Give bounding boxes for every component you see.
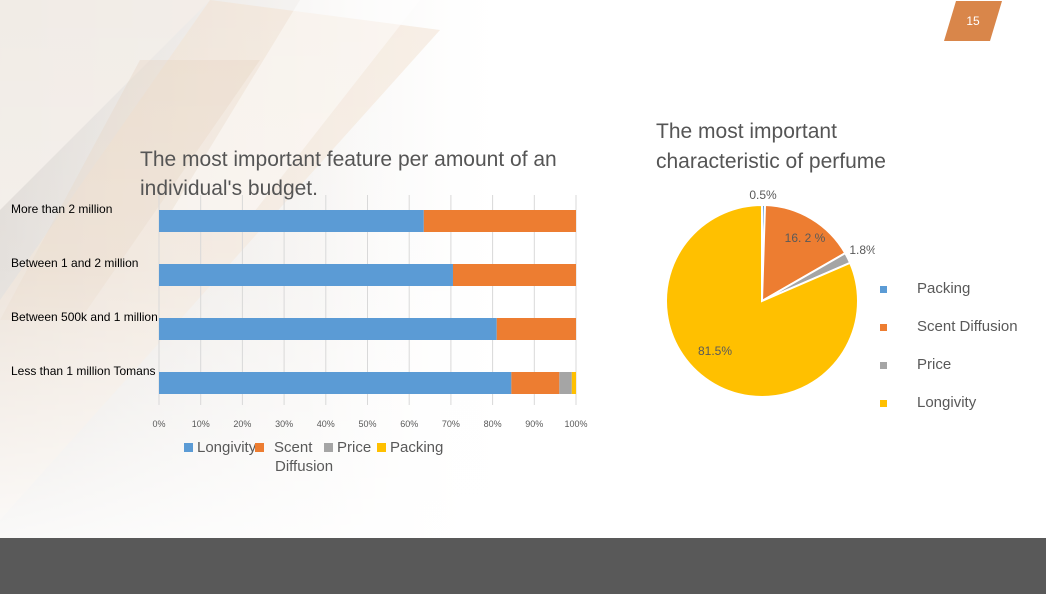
- pie-data-label: 1.8%: [849, 243, 875, 257]
- pie-slice: [760, 204, 847, 303]
- bar-segment: [159, 318, 497, 340]
- pie-chart-title: The most important characteristic of per…: [656, 120, 886, 173]
- legend-label: Price: [917, 356, 952, 373]
- page-number: 15: [966, 14, 980, 28]
- legend-label: Price: [337, 439, 372, 456]
- category-label: Less than 1 million Tomans: [11, 364, 156, 378]
- bar-segment: [159, 210, 424, 232]
- legend-label: Packing: [917, 280, 971, 297]
- legend-swatch: [377, 443, 386, 452]
- x-tick-label: 90%: [525, 419, 543, 429]
- x-tick-label: 40%: [317, 419, 335, 429]
- bar-segment: [159, 264, 453, 286]
- legend-swatch: [880, 286, 887, 293]
- legend-swatch: [880, 324, 887, 331]
- x-tick-label: 70%: [442, 419, 460, 429]
- bar-segment: [452, 264, 576, 286]
- legend-label: Scent: [274, 439, 313, 456]
- category-label: Between 500k and 1 million: [11, 310, 158, 324]
- pie-data-label: 0.5%: [749, 188, 777, 202]
- x-tick-label: 0%: [152, 419, 165, 429]
- x-tick-label: 50%: [358, 419, 376, 429]
- legend-swatch: [880, 400, 887, 407]
- footer-bar: [0, 538, 1046, 594]
- bar-segment: [159, 372, 512, 394]
- pie-data-label: 81.5%: [698, 344, 732, 358]
- bar-segment: [496, 318, 576, 340]
- pie-data-label: 16. 2 %: [785, 231, 826, 245]
- legend-swatch: [255, 443, 264, 452]
- bar-segment: [423, 210, 576, 232]
- category-label: Between 1 and 2 million: [11, 256, 138, 270]
- category-label: More than 2 million: [11, 202, 112, 216]
- legend-label: Scent Diffusion: [917, 318, 1018, 335]
- x-tick-label: 80%: [484, 419, 502, 429]
- x-tick-label: 10%: [192, 419, 210, 429]
- legend-label: Packing: [390, 439, 444, 456]
- bar-segment: [559, 372, 572, 394]
- legend-swatch: [880, 362, 887, 369]
- legend-label: Longivity: [917, 394, 977, 411]
- legend-label-line2: Diffusion: [275, 458, 334, 475]
- legend-swatch: [184, 443, 193, 452]
- x-tick-label: 60%: [400, 419, 418, 429]
- pie-chart: 0.5% 16. 2 % 1.8% 81.5%: [665, 188, 875, 398]
- legend-swatch: [324, 443, 333, 452]
- page-number-tag: 15: [944, 1, 1002, 41]
- stacked-bar-chart: 0% 10% 20% 30% 40% 50% 60% 70% 80% 90% 100% More th…: [11, 195, 588, 429]
- x-tick-label: 20%: [233, 419, 251, 429]
- bar-chart-title: The most important feature per amount of…: [140, 148, 557, 200]
- legend-item-packing: Packing: [377, 439, 443, 456]
- x-tick-label: 100%: [564, 419, 587, 429]
- legend-label: Longivity: [197, 439, 257, 456]
- x-tick-label: 30%: [275, 419, 293, 429]
- bar-segment: [571, 372, 576, 394]
- legend-item-longivity: Longivity: [184, 439, 256, 456]
- legend-item-price: Price: [324, 439, 371, 456]
- bar-segment: [511, 372, 560, 394]
- pie-slice: [665, 203, 859, 398]
- legend-item-scent-diffusion: Scent Diffusion: [255, 439, 333, 475]
